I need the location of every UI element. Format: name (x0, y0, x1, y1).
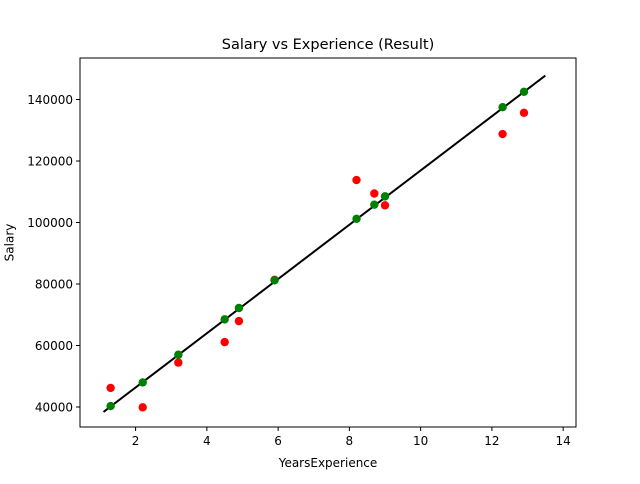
data-point-series-0 (352, 175, 361, 185)
data-point-series-0 (234, 316, 244, 326)
x-axis-label: YearsExperience (278, 456, 378, 470)
data-point-series-1 (138, 378, 147, 387)
data-point-series-0 (138, 403, 147, 412)
y-tick-label: 80000 (35, 278, 73, 292)
x-tick-label: 2 (132, 434, 140, 448)
data-point-series-0 (370, 189, 379, 198)
y-axis: 40000 60000 80000 100000 120000 140000 (27, 93, 80, 415)
y-tick-label: 60000 (35, 339, 73, 353)
data-point-series-1 (370, 200, 379, 209)
regression-line (102, 74, 546, 413)
data-point-series-0 (220, 337, 229, 347)
y-axis-label: Salary (3, 224, 17, 262)
data-point-series-0 (380, 201, 390, 210)
data-point-series-1 (519, 87, 529, 97)
data-point-series-0 (519, 108, 529, 118)
x-tick-label: 12 (484, 434, 499, 448)
data-point-series-1 (270, 276, 279, 285)
data-point-series-1 (498, 103, 507, 112)
x-tick-label: 14 (556, 434, 571, 448)
x-axis: 2 4 6 8 10 12 14 (132, 427, 571, 448)
chart-title: Salary vs Experience (Result) (222, 37, 435, 53)
data-point-series-0 (174, 358, 183, 367)
x-tick-label: 6 (274, 434, 282, 448)
data-point-series-1 (380, 192, 390, 201)
x-tick-label: 4 (203, 434, 211, 448)
y-tick-label: 140000 (27, 93, 73, 107)
x-tick-label: 10 (413, 434, 428, 448)
data-point-series-1 (106, 401, 115, 411)
data-point-series-0 (106, 383, 115, 393)
plot-marks (102, 74, 546, 413)
y-tick-label: 40000 (35, 401, 73, 415)
data-point-series-1 (234, 303, 244, 313)
data-point-series-0 (498, 129, 507, 139)
data-point-series-1 (220, 315, 229, 324)
data-point-series-1 (174, 350, 183, 359)
data-point-series-1 (352, 214, 361, 224)
plot-area-frame (79, 57, 577, 428)
x-tick-label: 8 (346, 434, 354, 448)
y-tick-label: 100000 (27, 216, 73, 230)
y-tick-label: 120000 (27, 155, 73, 169)
